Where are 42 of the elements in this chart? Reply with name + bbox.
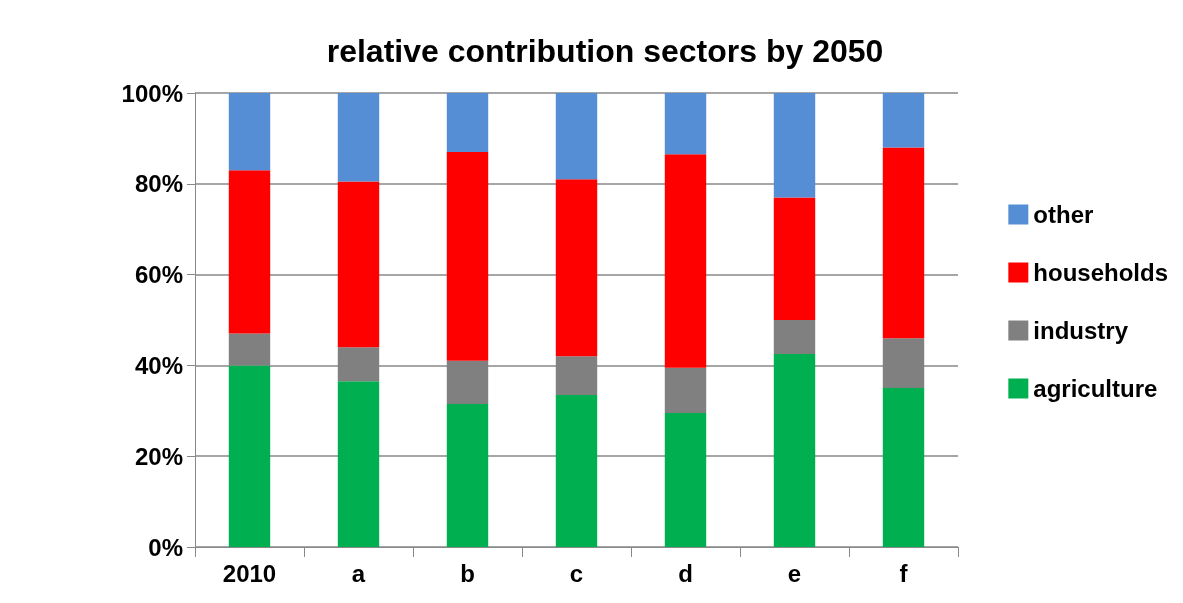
legend-label: other — [1033, 201, 1094, 228]
bar — [882, 93, 925, 148]
bar — [555, 93, 598, 180]
legend-label: households — [1033, 259, 1168, 286]
y-tick-label: 0% — [148, 533, 183, 561]
bar — [555, 394, 598, 547]
bar — [337, 181, 380, 348]
chart-title: relative contribution sectors by 2050 — [326, 33, 884, 69]
bar — [773, 93, 816, 198]
bar — [773, 197, 816, 320]
x-tick-label: c — [569, 559, 584, 587]
bar — [882, 147, 925, 339]
bar — [664, 367, 707, 414]
bar — [664, 93, 707, 155]
bar — [337, 381, 380, 547]
bar — [337, 93, 380, 182]
x-tick-label: b — [460, 559, 475, 587]
y-tick-label: 100% — [121, 79, 183, 107]
bar — [664, 154, 707, 368]
bar — [882, 388, 925, 547]
bar — [446, 152, 489, 361]
y-tick-label: 80% — [134, 170, 183, 198]
bar — [664, 413, 707, 547]
x-tick-label: a — [351, 559, 366, 587]
bar — [228, 333, 271, 366]
legend-label: industry — [1033, 317, 1129, 344]
bar — [773, 354, 816, 547]
bar — [773, 320, 816, 355]
legend-label: agriculture — [1033, 375, 1158, 402]
bar — [446, 403, 489, 547]
bar — [228, 93, 271, 171]
bar — [228, 365, 271, 547]
bar — [228, 170, 271, 334]
x-tick-label: d — [678, 559, 693, 587]
y-tick-label: 60% — [134, 261, 183, 289]
y-tick-label: 20% — [134, 442, 183, 470]
bar — [555, 179, 598, 357]
x-tick-label: e — [787, 559, 802, 587]
bar — [446, 93, 489, 153]
x-tick-label: f — [899, 559, 909, 587]
x-tick-label: 2010 — [222, 559, 277, 587]
y-tick-label: 40% — [134, 351, 183, 379]
